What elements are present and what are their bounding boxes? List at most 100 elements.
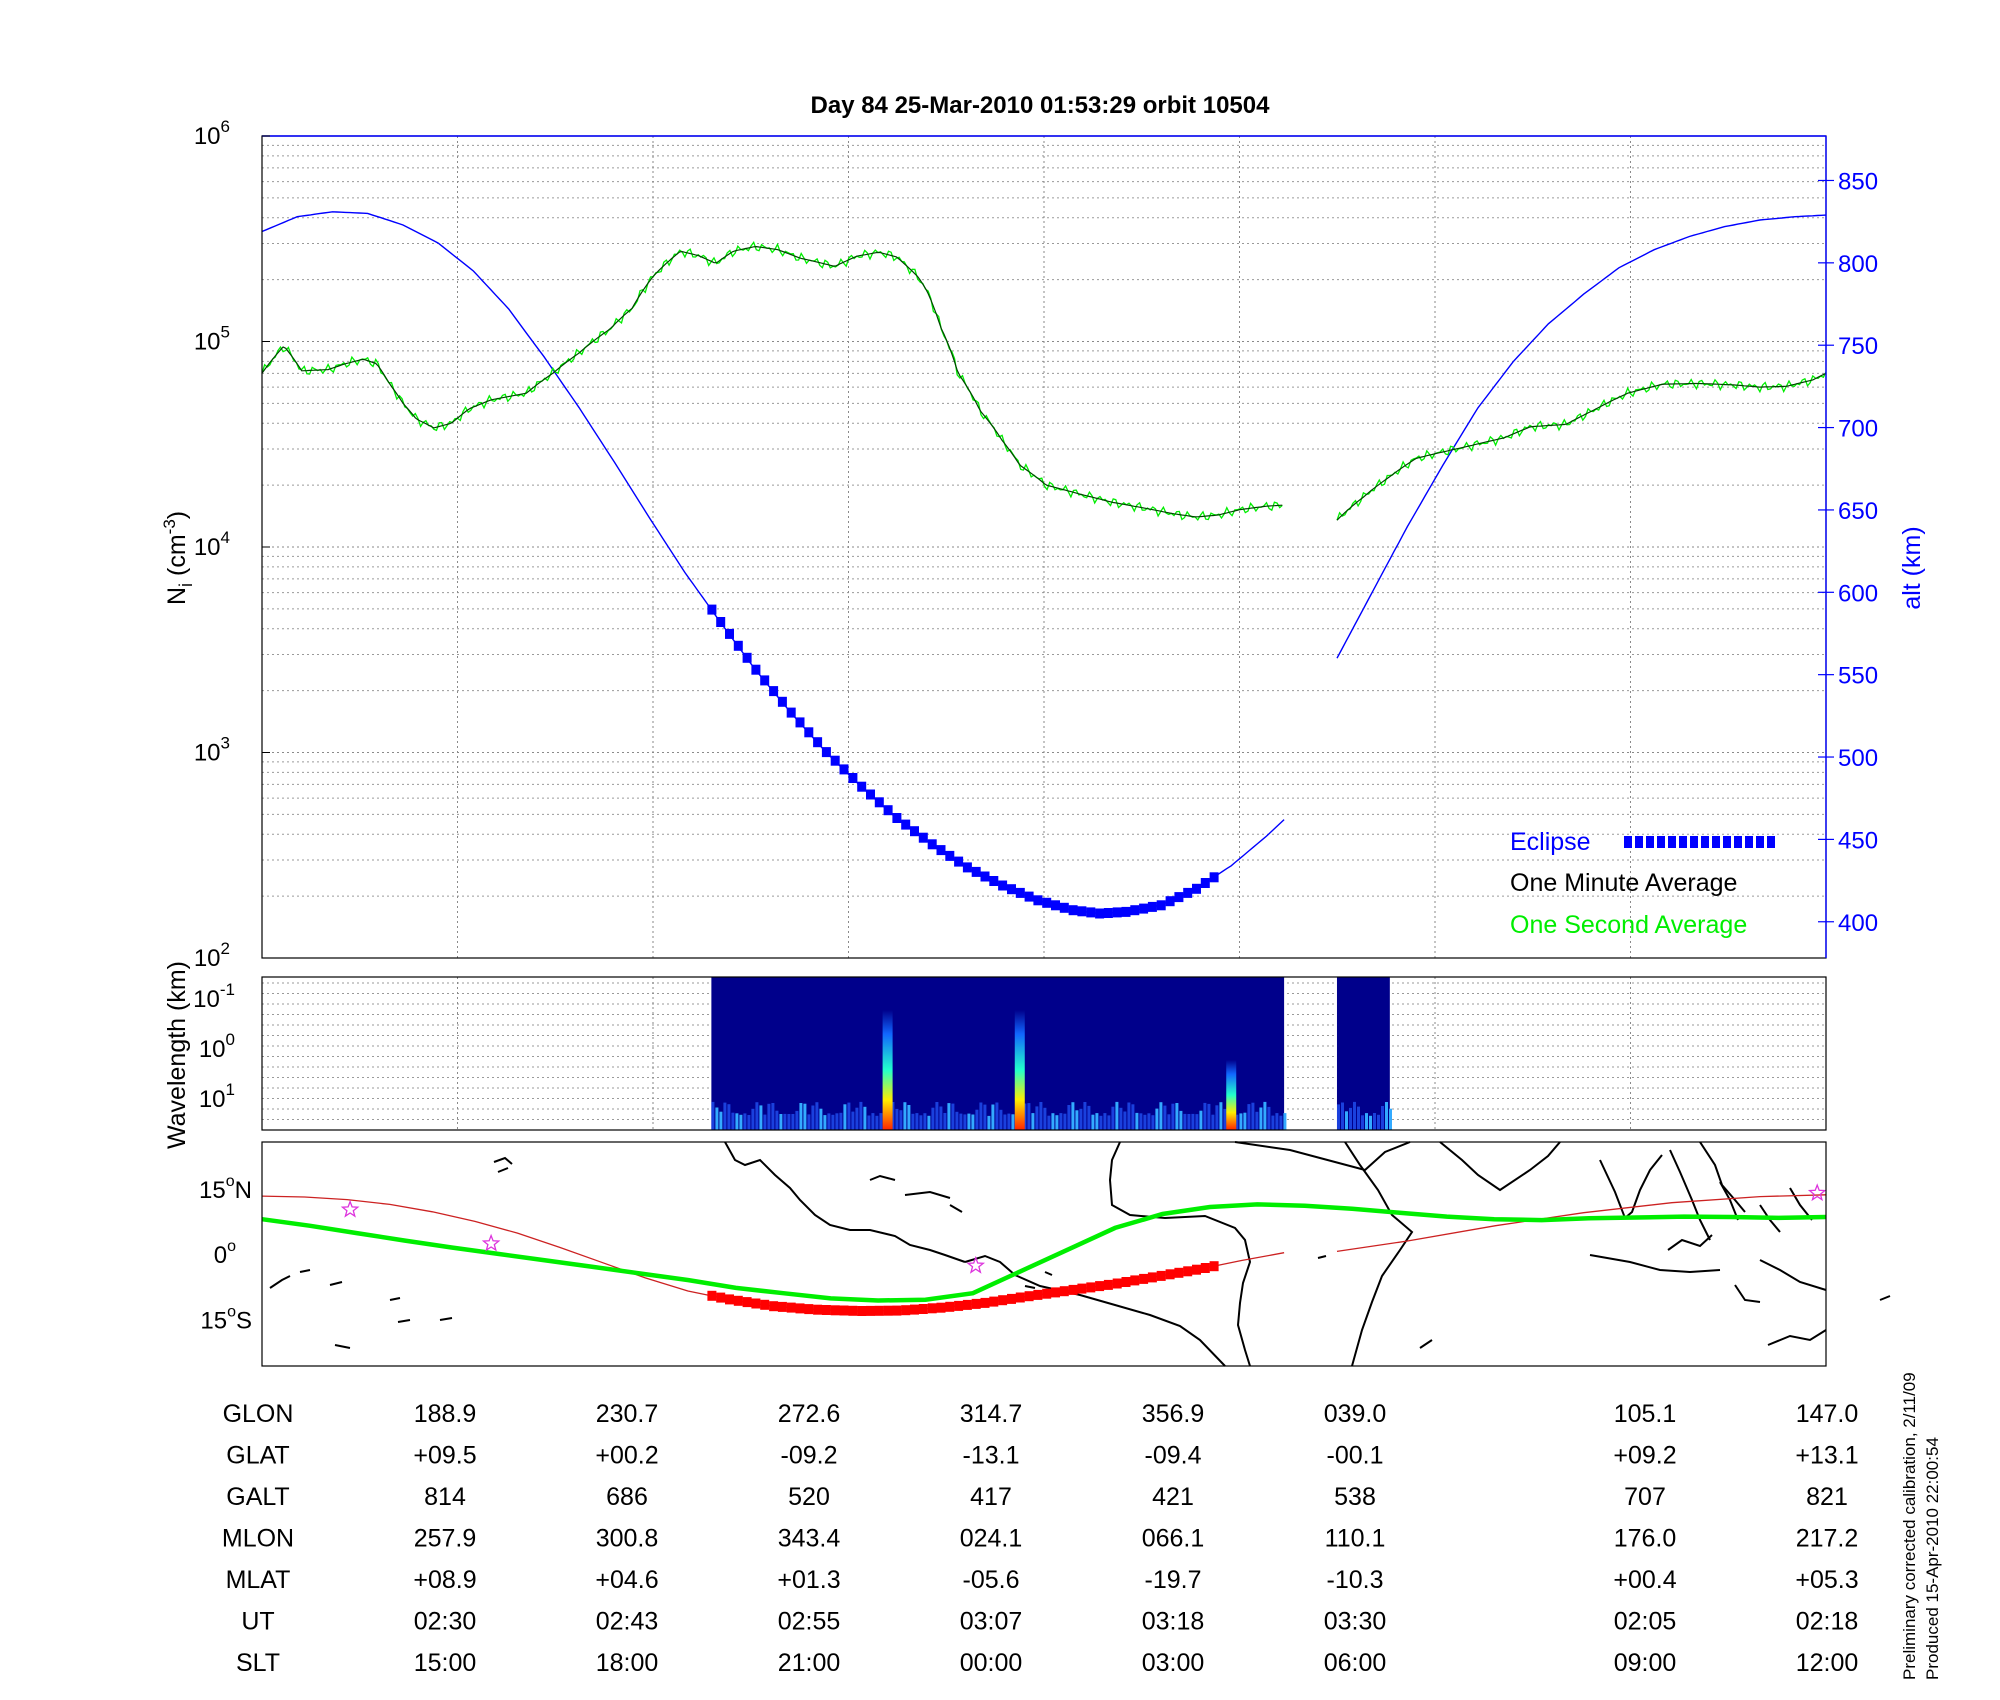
- table-cell: 02:18: [1796, 1608, 1859, 1636]
- map-eclipse-marker: [707, 1290, 717, 1301]
- table-row-label: GLAT: [226, 1442, 289, 1470]
- spectrogram-cell: [907, 1105, 911, 1130]
- one-minute-average-line: [1336, 372, 1827, 521]
- altitude-tick-label: 700: [1838, 416, 1878, 443]
- spectrogram-cell: [803, 1103, 807, 1130]
- map-eclipse-marker: [998, 1295, 1008, 1306]
- altitude-line: [1336, 214, 1827, 659]
- map-eclipse-marker: [1007, 1293, 1016, 1304]
- spectrogram-cell: [779, 1114, 783, 1130]
- map-eclipse-marker: [1183, 1266, 1193, 1277]
- map-eclipse-marker: [760, 1299, 770, 1310]
- spectrogram-cell: [1175, 1103, 1179, 1130]
- spectrogram-cell: [1051, 1113, 1055, 1130]
- table-cell: 066.1: [1142, 1525, 1205, 1553]
- table-cell: +01.3: [777, 1566, 840, 1594]
- map-star-markers: [340, 1183, 1827, 1274]
- spectrogram-cell: [1159, 1102, 1163, 1130]
- table-cell: 538: [1334, 1483, 1376, 1511]
- spectrogram-cell: [831, 1114, 835, 1130]
- spectrogram-cell: [727, 1104, 731, 1130]
- spectrogram-cell: [947, 1103, 951, 1130]
- map-tick-label: 15oN: [199, 1173, 252, 1204]
- spectrogram-cell: [1059, 1113, 1063, 1130]
- spectrogram-cell: [1211, 1114, 1215, 1130]
- spectrogram-cell: [1075, 1110, 1079, 1130]
- table-cell: -09.2: [781, 1442, 838, 1470]
- spectrogram-cell: [1203, 1102, 1207, 1130]
- spectrogram-cell: [1079, 1108, 1083, 1130]
- spectrogram-cell: [995, 1102, 999, 1130]
- map-eclipse-marker: [716, 1292, 726, 1303]
- spectrogram-cell: [1011, 1114, 1015, 1130]
- table-cell: 15:00: [414, 1649, 477, 1677]
- spectrogram-cell: [1381, 1106, 1384, 1130]
- density-lines: [261, 211, 1827, 915]
- orbit-table: GLON 188.9 230.7 272.6 314.7 356.9 039.0 105.1 1…: [222, 1400, 1859, 1677]
- coastlines: [269, 1141, 1891, 1367]
- spectrogram-cell: [823, 1115, 827, 1130]
- altitude-tick-label: 600: [1838, 580, 1878, 607]
- map-eclipse-marker: [1068, 1284, 1078, 1295]
- spectrogram-cell: [1103, 1113, 1107, 1130]
- spectrogram-cell: [1183, 1113, 1187, 1130]
- spectrogram-cell: [915, 1113, 919, 1130]
- spectrogram-cell: [1195, 1114, 1199, 1130]
- table-cell: +04.6: [595, 1566, 658, 1594]
- table-row-label: GALT: [226, 1483, 289, 1511]
- altitude-y-ticks: 400 450 500 550 600 650 700 750 800 850: [1818, 168, 1878, 937]
- map-eclipse-marker: [1139, 1273, 1149, 1284]
- map-eclipse-marker: [821, 1305, 831, 1315]
- map-star-marker: [340, 1199, 360, 1218]
- table-cell: 03:30: [1324, 1608, 1387, 1636]
- map-tick-label: 0o: [214, 1238, 236, 1269]
- spectrogram-cell: [711, 1101, 715, 1130]
- table-cell: 814: [424, 1483, 466, 1511]
- spectrogram-cell: [875, 1115, 879, 1130]
- spectrogram-cell: [1255, 1111, 1259, 1130]
- spectrogram-cell: [1063, 1113, 1067, 1130]
- map-eclipse-marker: [839, 1305, 849, 1316]
- map-star-marker: [966, 1255, 986, 1274]
- map-star-marker: [481, 1233, 501, 1252]
- spectrogram-cell: [731, 1112, 735, 1130]
- table-cell: -09.4: [1145, 1442, 1202, 1470]
- spectrogram-cell: [1123, 1111, 1127, 1130]
- map-eclipse-marker: [936, 1302, 946, 1313]
- map-eclipse-marker: [1174, 1267, 1184, 1278]
- map-eclipse-marker: [901, 1305, 911, 1316]
- map-eclipse-marker: [910, 1304, 919, 1315]
- spectrogram-tick-label: 101: [199, 1080, 235, 1113]
- spectrogram-cell: [939, 1106, 943, 1130]
- table-cell: 18:00: [596, 1649, 659, 1677]
- spectrogram-cell: [1251, 1102, 1255, 1130]
- map-panel: 15oN 0o 15oS: [199, 1141, 1891, 1367]
- table-cell: 821: [1806, 1483, 1848, 1511]
- density-tick-label: 102: [194, 939, 230, 972]
- map-eclipse-marker: [795, 1303, 805, 1314]
- spectrogram-cell: [955, 1111, 959, 1130]
- map-eclipse-marker: [954, 1300, 964, 1311]
- altitude-tick-label: 550: [1838, 663, 1878, 690]
- spectrogram-cell: [847, 1102, 851, 1130]
- spectrogram-cell: [983, 1104, 987, 1130]
- spectrogram-cell: [1067, 1105, 1071, 1130]
- map-eclipse-marker: [813, 1304, 823, 1315]
- map-eclipse-marker: [1130, 1275, 1140, 1286]
- legend-second-label: One Second Average: [1510, 911, 1747, 939]
- map-eclipse-marker: [1121, 1277, 1131, 1287]
- spectrogram-cell: [851, 1111, 855, 1130]
- map-eclipse-marker: [1209, 1261, 1219, 1272]
- spectrogram-cell: [795, 1110, 799, 1130]
- spectrogram-cell: [747, 1115, 751, 1130]
- map-eclipse-marker: [857, 1306, 867, 1316]
- magnetic-equator-line: [261, 1202, 1827, 1303]
- map-eclipse-marker: [1077, 1283, 1087, 1294]
- spectrogram-cell: [767, 1103, 771, 1130]
- density-tick-label: 105: [194, 323, 230, 356]
- map-eclipse-marker: [848, 1305, 858, 1316]
- spectrogram-cell: [775, 1110, 779, 1130]
- spectrogram-cell: [743, 1113, 747, 1130]
- table-cell: -00.1: [1327, 1442, 1384, 1470]
- spectrogram-cell: [715, 1107, 719, 1130]
